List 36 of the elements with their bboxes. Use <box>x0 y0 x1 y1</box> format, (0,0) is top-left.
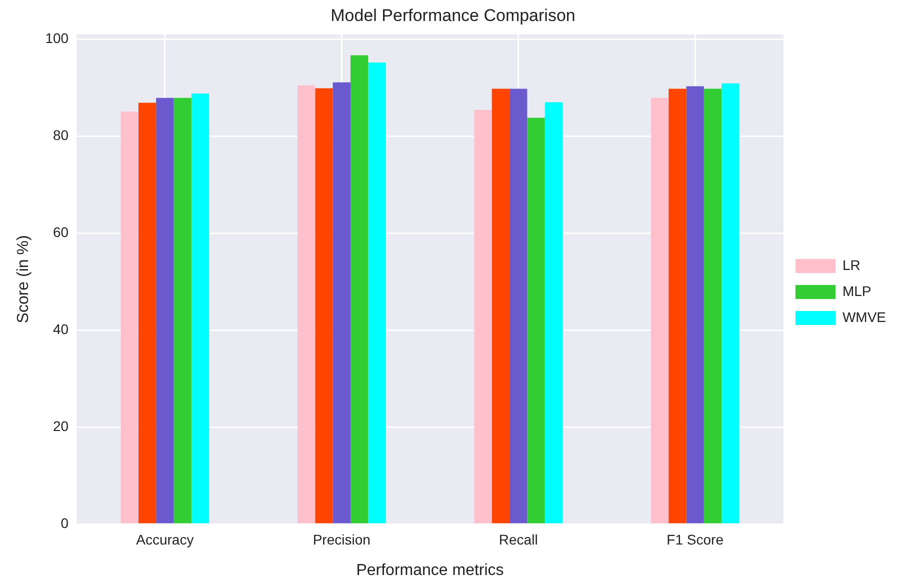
legend-label: LR <box>842 256 860 273</box>
bar <box>368 62 386 524</box>
y-tick-label: 0 <box>60 514 69 531</box>
bar <box>174 98 192 524</box>
x-tick-label: Accuracy <box>136 531 194 548</box>
bar <box>138 102 156 524</box>
bar <box>650 98 669 524</box>
bar <box>668 88 686 524</box>
y-tick-label: 60 <box>52 224 69 240</box>
bar <box>350 55 368 524</box>
y-axis-title: Score (in %) <box>15 235 32 324</box>
bar <box>704 88 722 524</box>
bar <box>156 98 174 524</box>
bar <box>492 88 510 524</box>
bar <box>297 85 316 524</box>
y-tick-label: 100 <box>45 30 69 46</box>
bar <box>722 83 740 524</box>
bar <box>510 88 528 524</box>
x-axis-title: Performance metrics <box>356 562 504 579</box>
bar <box>191 94 210 524</box>
x-tick-label: F1 Score <box>666 531 724 548</box>
y-tick-label: 20 <box>52 418 69 434</box>
legend-label: WMVE <box>842 308 886 325</box>
legend-label: MLP <box>842 282 872 299</box>
x-tick-label: Recall <box>498 531 538 548</box>
bar <box>527 118 545 524</box>
bar <box>544 102 563 524</box>
bar <box>315 88 333 524</box>
chart-title: Model Performance Comparison <box>330 6 576 25</box>
bar <box>332 82 350 524</box>
bar <box>686 86 704 524</box>
y-tick-label: 40 <box>52 320 69 337</box>
bar <box>474 110 492 524</box>
bar <box>120 111 138 524</box>
x-tick-label: Precision <box>312 531 370 548</box>
y-tick-label: 80 <box>52 127 69 144</box>
